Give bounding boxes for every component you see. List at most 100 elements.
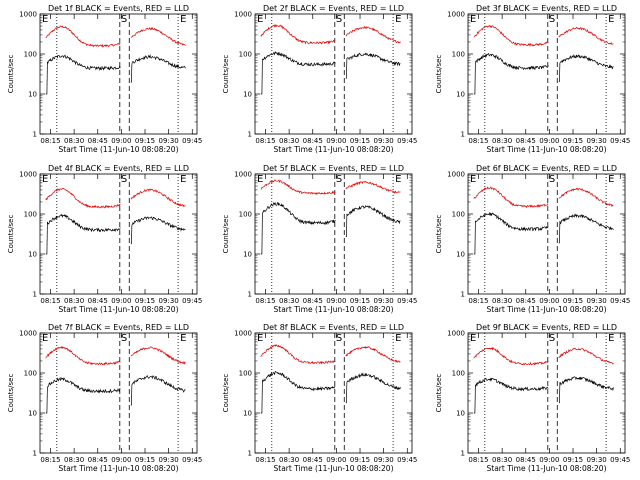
x-tick-label: 09:30: [587, 456, 607, 464]
x-tick-label: 09:30: [374, 137, 394, 145]
x-tick-label: 08:15: [468, 297, 488, 305]
event-marker-e: E: [470, 333, 476, 344]
panel-title: Det 5f BLACK = Events, RED = LLD: [263, 164, 404, 173]
y-tick-label: 100: [24, 211, 37, 219]
events-series-line: [260, 201, 401, 255]
x-tick-label: 09:15: [350, 456, 370, 464]
x-tick-label: 08:30: [64, 456, 84, 464]
plot-frame: [254, 173, 413, 295]
y-axis-label: Counts/sec: [222, 374, 230, 413]
y-tick-label: 1000: [234, 11, 252, 19]
panel-title: Det 4f BLACK = Events, RED = LLD: [48, 164, 189, 173]
x-tick-label: 08:30: [492, 456, 512, 464]
y-tick-label: 1: [33, 450, 37, 458]
x-tick-label: 09:15: [563, 137, 583, 145]
x-tick-label: 09:00: [326, 456, 346, 464]
x-tick-label: 08:45: [303, 456, 323, 464]
x-tick-label: 08:45: [516, 137, 536, 145]
y-tick-label: 1000: [19, 330, 37, 338]
panel-title: Det 7f BLACK = Events, RED = LLD: [48, 323, 189, 332]
lld-series-line: [260, 23, 401, 45]
x-tick-label: 09:45: [610, 456, 630, 464]
event-marker-s: S: [549, 14, 555, 25]
x-tick-label: 09:15: [350, 137, 370, 145]
x-tick-label: 08:15: [255, 456, 275, 464]
event-marker-e: E: [42, 333, 48, 344]
lld-series-line: [473, 346, 614, 366]
x-tick-label: 09:30: [587, 297, 607, 305]
x-tick-label: 09:00: [539, 297, 559, 305]
x-tick-label: 09:45: [397, 297, 417, 305]
y-tick-label: 10: [243, 91, 252, 99]
event-marker-e: E: [608, 333, 614, 344]
x-axis-label: Start Time (11-Jun-10 08:08:20): [59, 145, 179, 154]
x-axis-label: Start Time (11-Jun-10 08:08:20): [274, 145, 394, 154]
x-tick-label: 09:15: [135, 137, 155, 145]
y-tick-label: 1: [461, 131, 465, 139]
y-axis-label: Counts/sec: [7, 215, 15, 254]
y-tick-label: 1: [248, 450, 252, 458]
y-axis-label: Counts/sec: [222, 215, 230, 254]
lld-series-line: [260, 344, 401, 365]
x-tick-label: 08:15: [40, 297, 60, 305]
x-tick-label: 08:30: [492, 137, 512, 145]
y-tick-label: 10: [456, 91, 465, 99]
x-axis-label: Start Time (11-Jun-10 08:08:20): [274, 305, 394, 314]
x-tick-label: 08:15: [468, 456, 488, 464]
panel-title: Det 9f BLACK = Events, RED = LLD: [476, 323, 617, 332]
y-axis-label: Counts/sec: [7, 55, 15, 94]
y-tick-label: 100: [24, 51, 37, 59]
panel-4: Det 4f BLACK = Events, RED = LLD 1 10 100 10…: [7, 164, 202, 314]
x-tick-label: 09:15: [563, 297, 583, 305]
x-tick-label: 09:15: [350, 297, 370, 305]
event-marker-e: E: [180, 174, 186, 185]
y-tick-label: 100: [24, 370, 37, 378]
events-series-line: [45, 54, 186, 95]
panel-1: Det 1f BLACK = Events, RED = LLD 1 10 100 10…: [7, 4, 202, 154]
y-tick-label: 1: [248, 291, 252, 299]
x-axis-label: Start Time (11-Jun-10 08:08:20): [487, 305, 607, 314]
plot-frame: [39, 332, 198, 454]
x-tick-label: 09:45: [182, 297, 202, 305]
x-tick-label: 09:45: [397, 137, 417, 145]
y-tick-label: 100: [452, 370, 465, 378]
y-tick-label: 1: [248, 131, 252, 139]
event-marker-e: E: [470, 174, 476, 185]
event-marker-e: E: [470, 14, 476, 25]
event-marker-s: S: [121, 333, 127, 344]
x-tick-label: 09:30: [587, 137, 607, 145]
panel-3: Det 3f BLACK = Events, RED = LLD 1 10 100 10…: [435, 4, 630, 154]
plot-frame: [467, 332, 626, 454]
x-tick-label: 08:45: [303, 297, 323, 305]
event-marker-e: E: [608, 14, 614, 25]
plot-frame: [467, 173, 626, 295]
y-tick-label: 10: [456, 251, 465, 259]
x-tick-label: 09:00: [326, 137, 346, 145]
y-tick-label: 100: [239, 370, 252, 378]
x-tick-label: 09:15: [135, 456, 155, 464]
y-axis-label: Counts/sec: [435, 374, 443, 413]
events-series-line: [473, 376, 614, 414]
x-tick-label: 08:30: [64, 137, 84, 145]
x-tick-label: 09:45: [182, 456, 202, 464]
plot-frame: [39, 173, 198, 295]
x-tick-label: 09:30: [159, 297, 179, 305]
panel-title: Det 3f BLACK = Events, RED = LLD: [476, 4, 617, 13]
y-tick-label: 1000: [234, 171, 252, 179]
x-tick-label: 08:45: [88, 297, 108, 305]
panel-title: Det 8f BLACK = Events, RED = LLD: [263, 323, 404, 332]
plot-frame: [254, 332, 413, 454]
x-tick-label: 08:45: [88, 137, 108, 145]
x-tick-label: 09:00: [326, 297, 346, 305]
x-tick-label: 08:45: [516, 456, 536, 464]
x-tick-label: 09:00: [539, 456, 559, 464]
x-axis-label: Start Time (11-Jun-10 08:08:20): [59, 464, 179, 473]
lld-series-line: [473, 186, 614, 209]
events-series-line: [260, 371, 401, 414]
plot-frame: [467, 13, 626, 135]
x-tick-label: 09:45: [610, 297, 630, 305]
x-tick-label: 09:15: [135, 297, 155, 305]
event-marker-s: S: [121, 14, 127, 25]
y-tick-label: 1000: [234, 330, 252, 338]
